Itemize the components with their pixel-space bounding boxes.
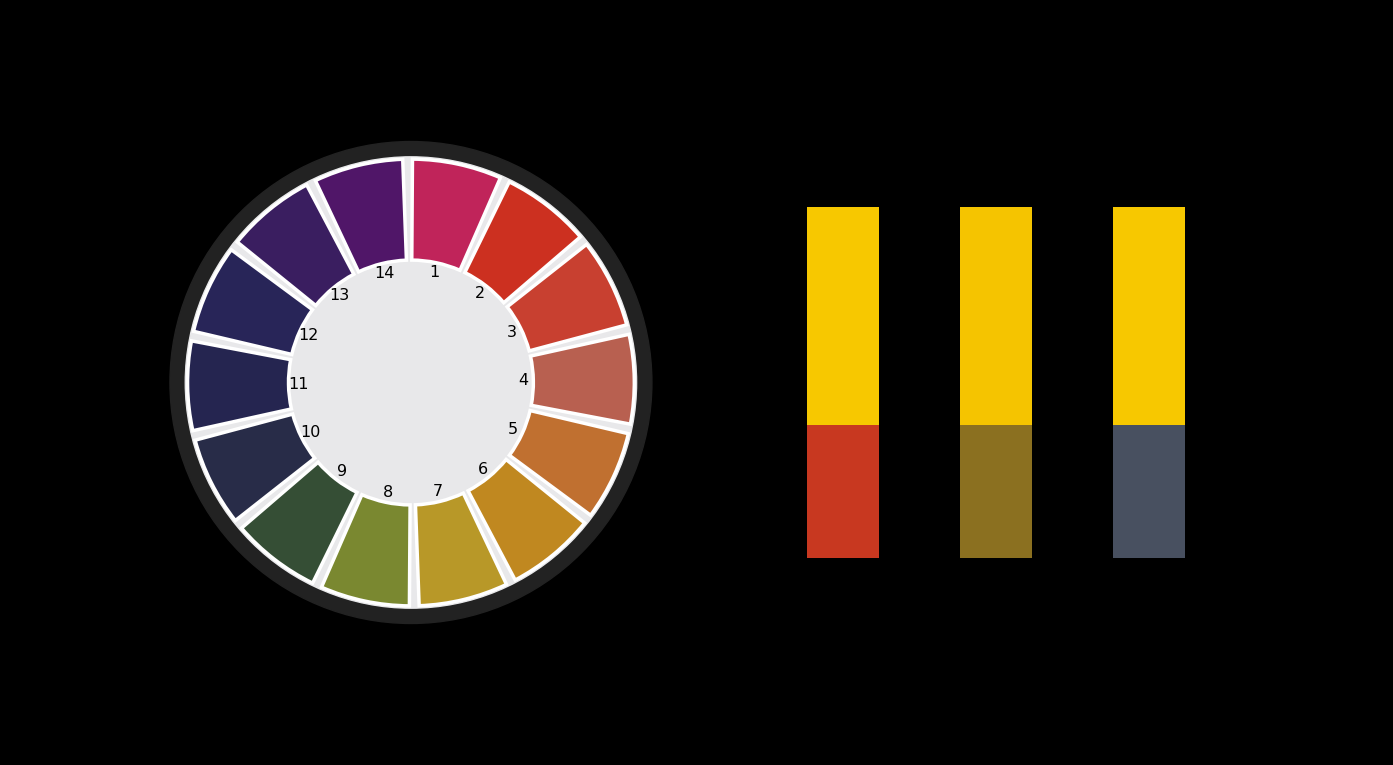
Wedge shape — [510, 411, 628, 516]
Wedge shape — [412, 159, 500, 270]
Text: 3: 3 — [507, 324, 517, 340]
Text: 8: 8 — [383, 485, 393, 500]
Text: 4: 4 — [518, 373, 528, 389]
Circle shape — [170, 142, 652, 623]
Wedge shape — [194, 249, 312, 354]
Wedge shape — [531, 334, 634, 424]
Text: 10: 10 — [299, 425, 320, 441]
FancyBboxPatch shape — [1113, 207, 1185, 425]
FancyBboxPatch shape — [807, 425, 879, 558]
Text: 12: 12 — [298, 327, 319, 343]
Wedge shape — [195, 414, 315, 520]
Text: 14: 14 — [375, 265, 394, 281]
FancyBboxPatch shape — [960, 207, 1032, 425]
Text: 5: 5 — [508, 422, 518, 438]
Text: 1: 1 — [429, 265, 439, 280]
Wedge shape — [241, 462, 357, 583]
Text: 6: 6 — [478, 462, 488, 477]
Wedge shape — [315, 159, 407, 272]
Text: 2: 2 — [475, 286, 485, 301]
Wedge shape — [188, 341, 291, 431]
Wedge shape — [237, 185, 354, 305]
Wedge shape — [322, 495, 410, 606]
Circle shape — [185, 157, 637, 608]
Wedge shape — [415, 493, 507, 606]
Text: 9: 9 — [337, 464, 347, 479]
FancyBboxPatch shape — [960, 425, 1032, 558]
Text: 13: 13 — [329, 288, 350, 303]
Text: 7: 7 — [433, 484, 443, 500]
Wedge shape — [507, 245, 627, 351]
FancyBboxPatch shape — [1113, 425, 1185, 558]
Wedge shape — [465, 182, 581, 303]
Circle shape — [293, 264, 529, 501]
FancyBboxPatch shape — [807, 207, 879, 425]
Wedge shape — [468, 460, 585, 580]
Text: 11: 11 — [288, 376, 309, 392]
